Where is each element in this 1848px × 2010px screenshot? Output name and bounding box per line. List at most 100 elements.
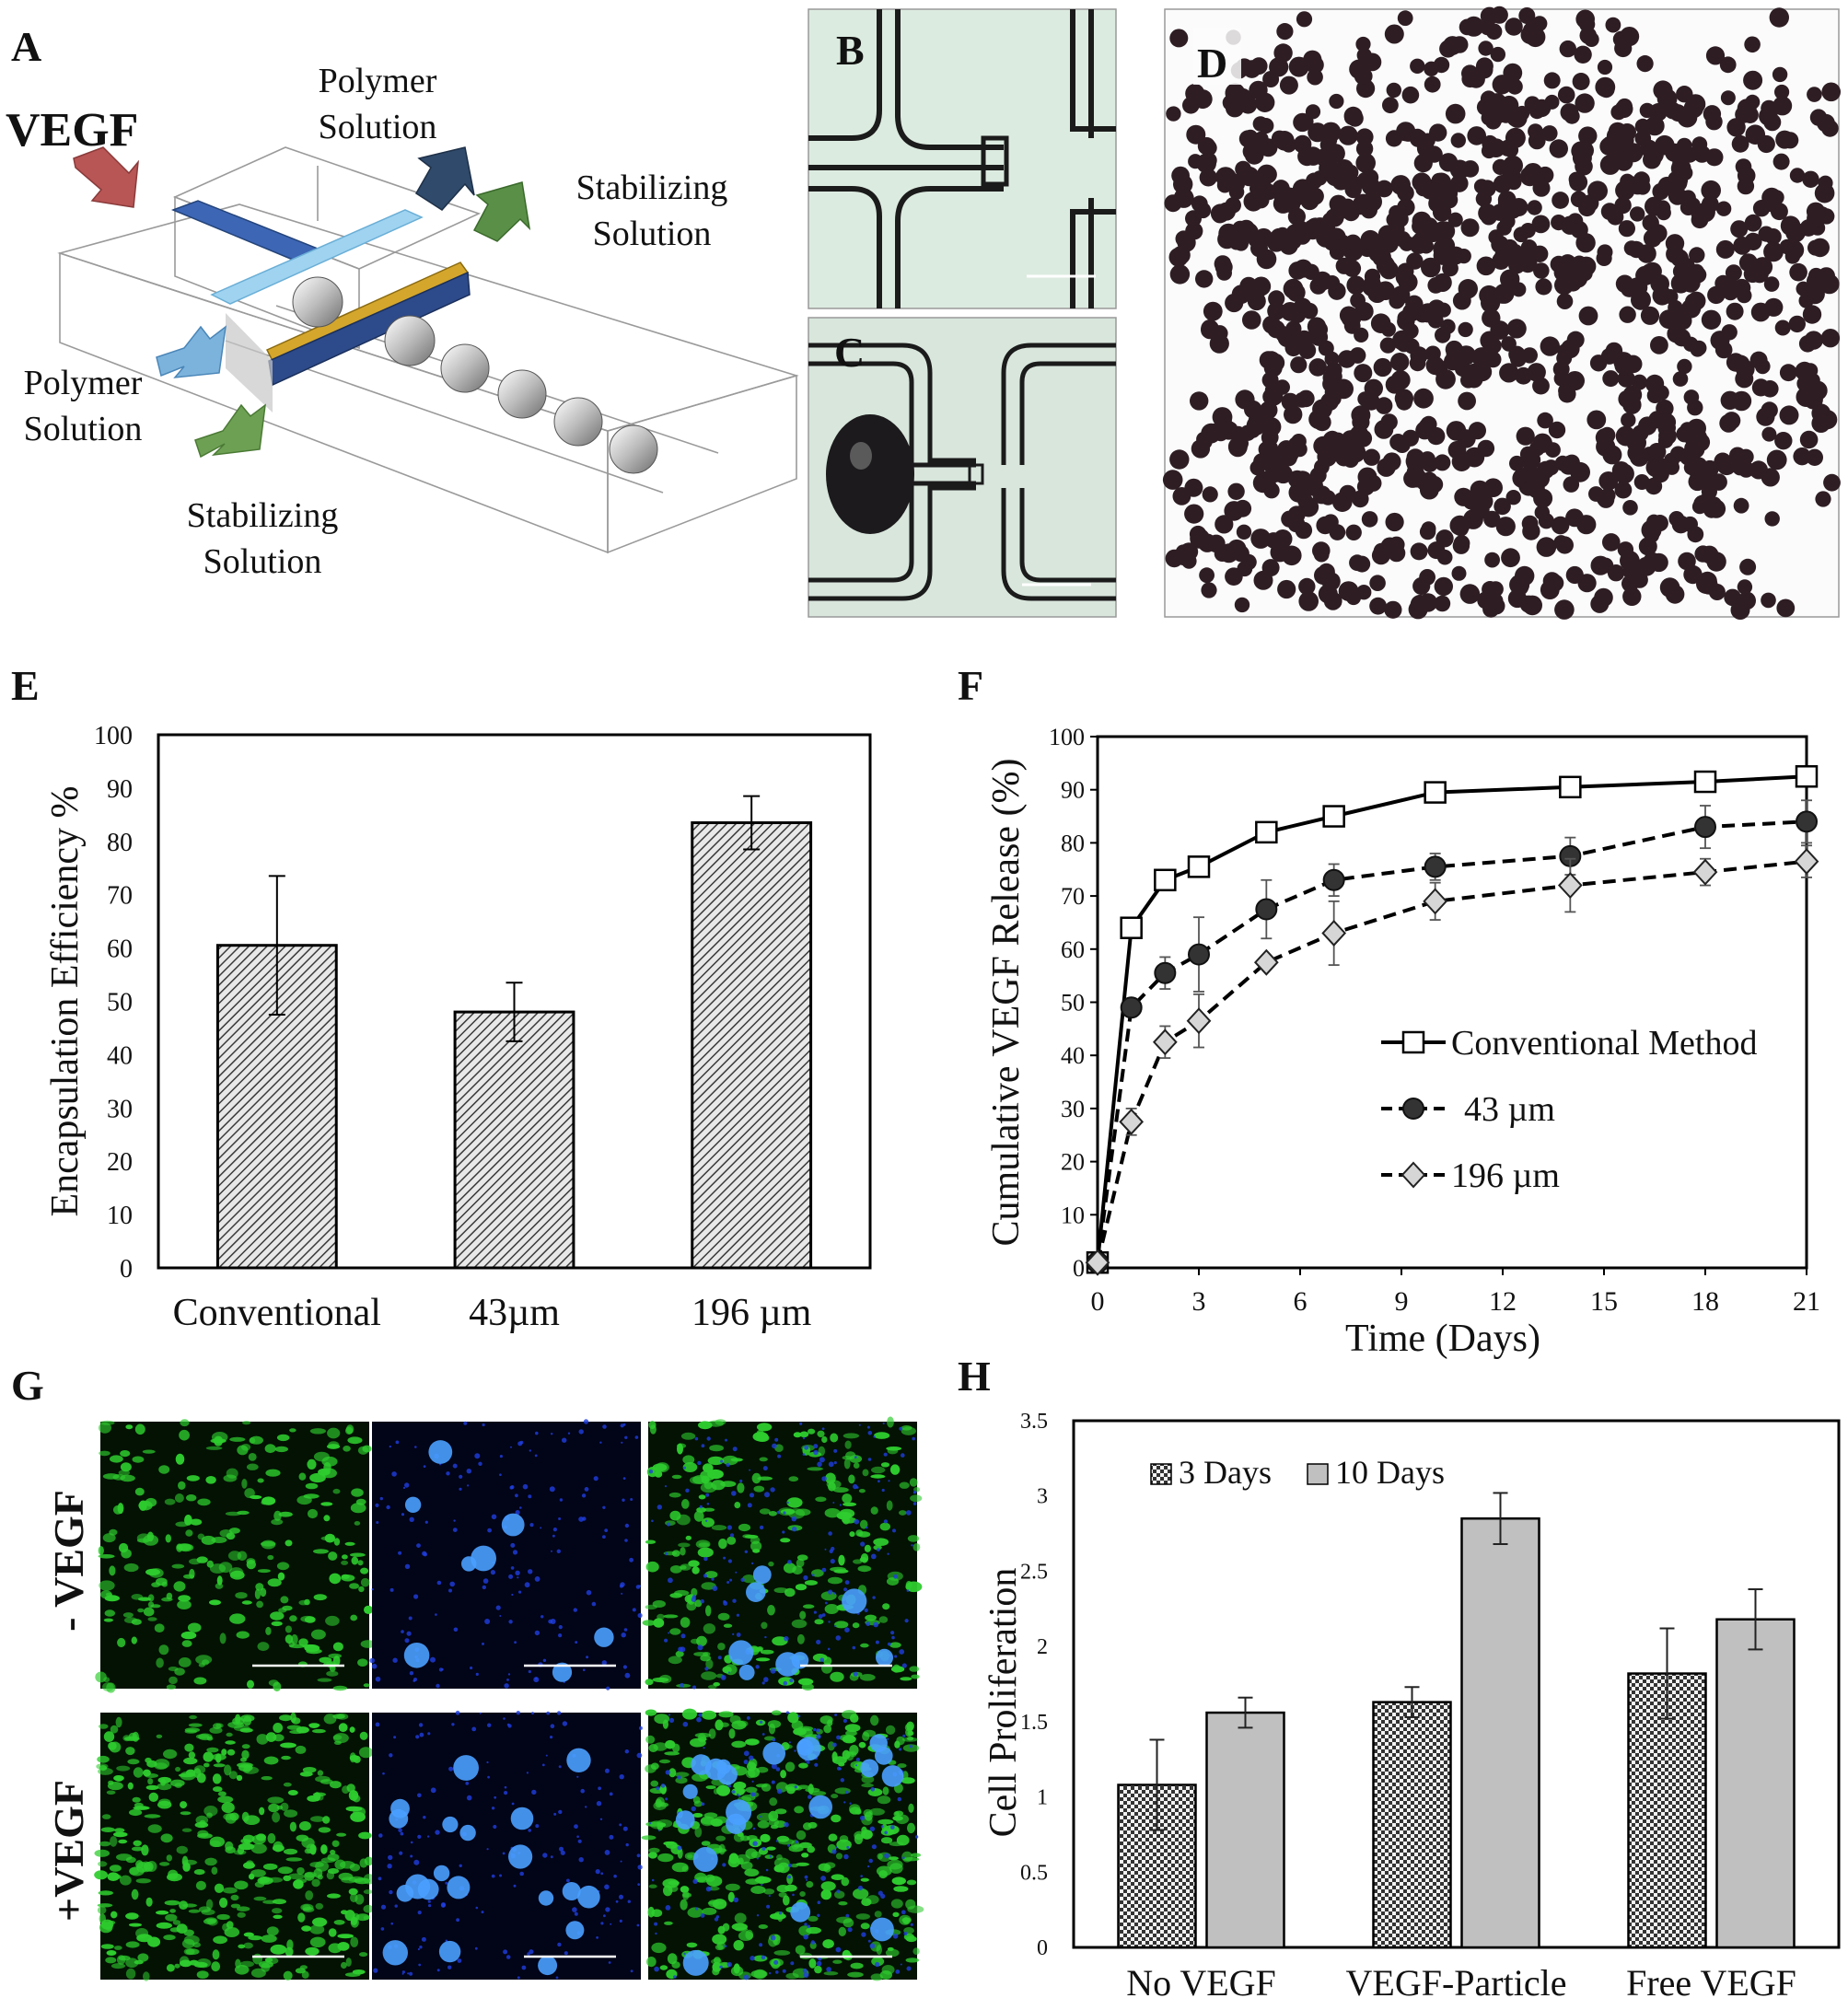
microparticle <box>1772 66 1788 83</box>
green-cell <box>864 1811 873 1821</box>
y-tick-label: 80 <box>107 829 133 857</box>
green-cell <box>848 1474 855 1484</box>
green-cell <box>881 1837 893 1844</box>
green-cell <box>887 1859 903 1870</box>
green-cell <box>738 1931 754 1941</box>
blue-dot <box>577 1839 582 1843</box>
green-cell <box>109 1565 116 1576</box>
microparticle <box>1678 552 1696 571</box>
green-cell <box>653 1618 665 1628</box>
blue-dot <box>409 1671 414 1676</box>
y-tick-label: 0.5 <box>1020 1861 1048 1885</box>
blue-dot <box>772 1443 777 1449</box>
blue-dot <box>699 1505 703 1509</box>
blue-dot <box>747 1503 752 1508</box>
microparticle <box>1716 455 1737 476</box>
green-cell <box>143 1534 159 1546</box>
microparticle <box>1563 108 1580 124</box>
green-cell <box>805 1787 820 1793</box>
blue-dot <box>804 1445 809 1450</box>
microparticle <box>1371 546 1390 565</box>
blue-dot <box>479 1712 482 1714</box>
data-point <box>1424 781 1447 804</box>
microparticle <box>1772 96 1793 116</box>
blue-particle <box>471 1545 496 1572</box>
green-cell <box>745 1878 761 1885</box>
blue-dot <box>680 1633 686 1639</box>
blue-dot <box>727 1784 732 1788</box>
green-cell <box>752 1549 761 1553</box>
blue-dot <box>600 1922 604 1925</box>
blue-dot <box>817 1900 821 1904</box>
microparticle <box>1656 205 1671 221</box>
blue-dot <box>603 1914 606 1918</box>
microparticle <box>1361 177 1380 195</box>
blue-dot <box>558 1633 563 1638</box>
blue-dot <box>880 1825 884 1829</box>
microparticle <box>1234 597 1250 613</box>
data-point <box>1186 1007 1212 1035</box>
green-cell <box>664 1921 673 1925</box>
blue-dot <box>435 1830 440 1835</box>
green-cell <box>858 1741 866 1749</box>
green-cell <box>360 1640 376 1648</box>
microparticle <box>1283 278 1304 299</box>
green-cell <box>687 1853 693 1859</box>
green-cell <box>327 1893 341 1899</box>
blue-dot <box>436 1683 440 1689</box>
microparticle <box>1453 535 1470 552</box>
blue-dot <box>510 1446 512 1448</box>
microparticle <box>1421 257 1441 278</box>
panel-a: A VEGF Polymer Solution Stabilizing Solu… <box>6 23 799 581</box>
microparticle <box>1355 36 1371 52</box>
blue-dot <box>771 1763 777 1770</box>
green-cell <box>832 1487 849 1493</box>
green-cell <box>184 1743 194 1752</box>
green-cell <box>337 1942 350 1951</box>
microparticle <box>1384 600 1402 619</box>
green-cell <box>243 1862 255 1869</box>
green-cell <box>701 1475 710 1484</box>
blue-dot <box>648 1470 654 1474</box>
green-cell <box>889 1642 901 1648</box>
blue-dot <box>542 1658 547 1663</box>
green-cell <box>273 1914 283 1919</box>
blue-dot <box>892 1528 896 1533</box>
microparticle <box>1239 276 1258 296</box>
green-cell <box>180 1771 196 1781</box>
y-tick-label: 80 <box>1061 830 1085 856</box>
green-cell <box>692 1566 700 1574</box>
bar <box>1372 1701 1452 1949</box>
green-cell <box>768 1561 774 1567</box>
blue-dot <box>558 1517 562 1520</box>
microparticle <box>1484 552 1500 568</box>
green-cell <box>211 1961 221 1972</box>
microparticle <box>1410 594 1430 615</box>
blue-dot <box>378 1876 382 1881</box>
microparticle <box>1420 415 1437 433</box>
green-cell <box>330 1849 336 1855</box>
blue-dot <box>700 1599 704 1604</box>
green-cell <box>727 1856 740 1868</box>
green-cell <box>819 1715 833 1725</box>
green-cell <box>668 1768 677 1778</box>
green-cell <box>148 1792 158 1802</box>
green-cell <box>859 1674 876 1681</box>
green-cell <box>696 1635 707 1647</box>
data-point <box>1255 820 1278 844</box>
green-cell <box>760 1833 771 1842</box>
polymer-lower-arrow-icon <box>156 325 227 378</box>
microparticle <box>1648 224 1668 243</box>
green-cell <box>674 1772 690 1778</box>
microparticle <box>1279 236 1298 255</box>
green-cell <box>259 1876 270 1884</box>
microparticle <box>1350 292 1366 308</box>
microparticle <box>1647 443 1667 461</box>
microparticle <box>1618 220 1635 238</box>
data-point <box>1795 765 1819 788</box>
green-cell <box>911 1853 922 1858</box>
microparticle <box>1369 575 1386 591</box>
green-cell <box>248 1935 262 1941</box>
green-cell <box>110 1455 123 1463</box>
green-cell <box>120 1450 131 1458</box>
